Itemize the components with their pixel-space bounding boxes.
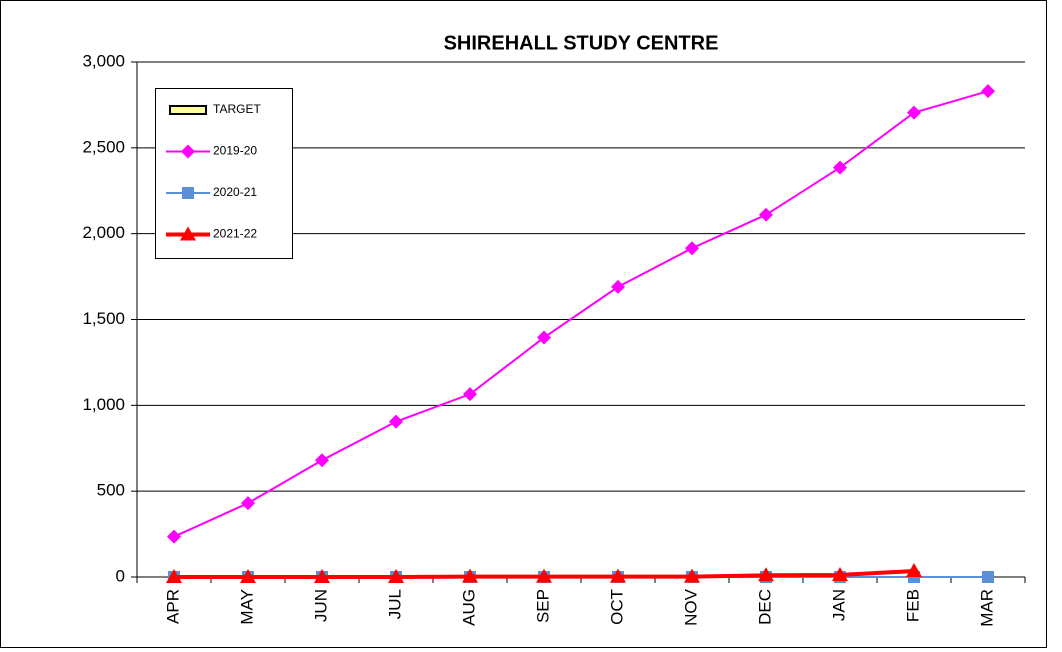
x-tick-label: MAY [237,589,256,625]
marker [181,144,195,159]
marker [240,569,256,583]
x-tick-label: NOV [681,588,700,626]
marker [611,279,625,294]
y-tick-label: 3,000 [82,51,125,70]
marker [389,414,403,429]
legend-label: TARGET [213,102,261,116]
marker [758,567,774,582]
marker [241,496,255,511]
marker [315,453,329,468]
marker [167,529,181,544]
x-tick-label: MAR [977,589,996,627]
marker [462,568,478,583]
x-tick-label: SEP [533,589,552,623]
marker [166,569,182,583]
series-line [173,90,989,538]
marker [982,571,994,583]
legend-box [155,88,293,259]
chart-title: SHIREHALL STUDY CENTRE [444,32,719,54]
x-tick-label: JUN [311,589,330,622]
x-tick-label: FEB [903,589,922,622]
y-tick-label: 500 [97,481,125,500]
marker [759,207,773,222]
y-tick-label: 2,500 [82,137,125,156]
legend: TARGET 2019-20 2020-21 2021-22 [155,88,293,259]
x-tick-label: JUL [385,589,404,619]
legend-label: 2019-20 [213,144,257,158]
x-tick-label: JAN [829,589,848,621]
x-tick-label: DEC [755,589,774,625]
legend-label: 2020-21 [213,185,257,199]
x-tick-label: OCT [607,589,626,625]
marker [180,226,196,241]
marker [907,105,921,120]
y-tick-label: 0 [116,566,125,585]
marker [314,569,330,583]
y-tick-label: 1,000 [82,395,125,414]
marker [388,569,404,583]
marker [906,562,922,577]
marker [463,387,477,402]
marker [536,568,552,583]
y-tick-label: 2,000 [82,223,125,242]
marker [537,330,551,345]
marker [610,568,626,583]
legend-label: 2021-22 [213,227,257,241]
marker [832,566,848,581]
marker [685,241,699,256]
legend-swatch [169,105,207,115]
x-tick-label: APR [163,589,182,624]
y-tick-label: 1,500 [82,309,125,328]
marker [684,568,700,583]
x-tick-label: AUG [459,589,478,626]
marker [981,84,995,99]
marker [182,187,194,199]
marker [833,160,847,175]
